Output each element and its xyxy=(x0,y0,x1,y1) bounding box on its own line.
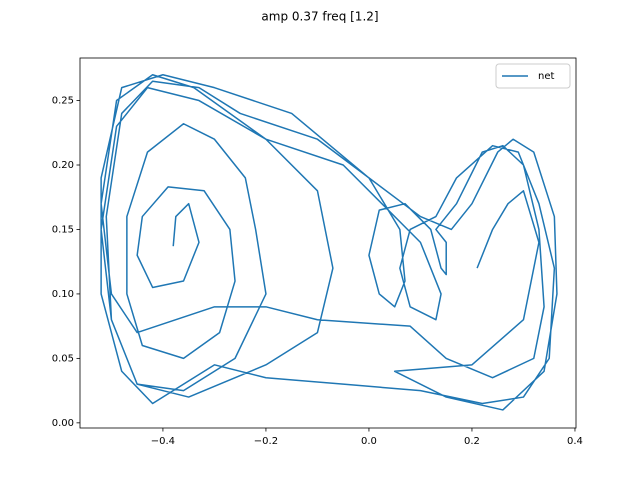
x-tick-label: 0.2 xyxy=(464,436,480,447)
y-tick-label: 0.00 xyxy=(52,418,74,429)
y-tick-label: 0.20 xyxy=(52,160,74,171)
y-tick-label: 0.05 xyxy=(52,353,74,364)
data-line xyxy=(100,74,558,411)
x-tick-label: −0.4 xyxy=(151,436,175,447)
plot-frame xyxy=(79,57,577,429)
x-tick-label: 0.4 xyxy=(567,436,583,447)
legend-box xyxy=(495,63,571,89)
y-tick-label: 0.25 xyxy=(52,96,74,107)
y-tick-label: 0.10 xyxy=(52,289,74,300)
x-tick-label: −0.2 xyxy=(254,436,278,447)
chart-title: amp 0.37 freq [1.2] xyxy=(261,10,378,24)
legend-label: net xyxy=(538,71,554,82)
x-tick-label: 0.0 xyxy=(361,436,377,447)
y-tick-label: 0.15 xyxy=(52,224,74,235)
